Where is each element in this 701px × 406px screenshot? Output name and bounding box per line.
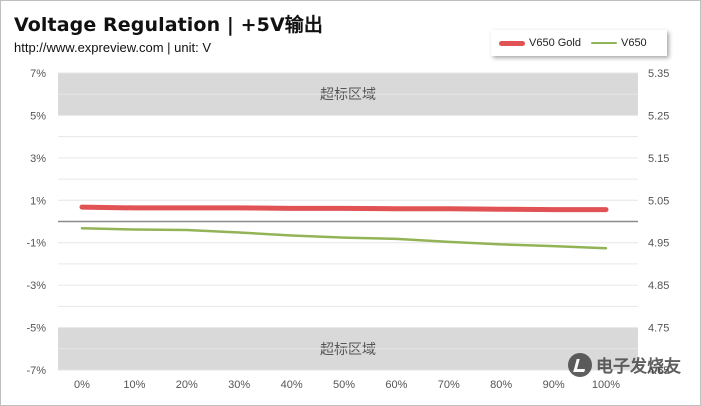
right-tick-label: 4.85 <box>648 280 669 292</box>
x-tick-label: 100% <box>592 379 620 391</box>
left-tick-label: 5% <box>30 110 46 122</box>
left-tick-label: -5% <box>26 323 46 335</box>
right-tick-label: 4.65 <box>648 365 669 377</box>
legend-label-1: V650 <box>620 37 647 49</box>
legend-swatch-1 <box>590 42 617 44</box>
legend-item-0: V650 Gold <box>499 37 581 49</box>
series-line-1 <box>80 227 608 250</box>
legend-item-1: V650 <box>590 37 647 49</box>
x-tick-label: 40% <box>281 379 303 391</box>
logo-icon <box>568 352 592 377</box>
left-tick-label: 1% <box>30 195 46 207</box>
right-tick-label: 5.35 <box>648 68 669 80</box>
left-tick-label: -7% <box>26 365 46 377</box>
x-tick-label: 10% <box>123 379 145 391</box>
left-tick-label: -1% <box>26 238 46 250</box>
x-tick-label: 90% <box>543 379 565 391</box>
x-tick-label: 60% <box>385 379 407 391</box>
right-tick-label: 4.75 <box>648 323 669 335</box>
x-tick-label: 80% <box>490 379 512 391</box>
watermark-text: 电子发烧友 <box>596 357 681 377</box>
x-tick-label: 20% <box>176 379 198 391</box>
x-tick-label: 0% <box>74 379 90 391</box>
legend: V650 Gold V650 <box>491 30 667 56</box>
left-tick-label: -3% <box>26 280 46 292</box>
out-of-spec-label-1: 超标区域 <box>320 342 376 358</box>
x-tick-label: 30% <box>228 379 250 391</box>
watermark: 电子发烧友 <box>568 352 681 377</box>
out-of-spec-label-0: 超标区域 <box>320 87 376 103</box>
right-tick-label: 5.25 <box>648 110 669 122</box>
chart-subtitle: http://www.expreview.com | unit: V <box>14 40 212 55</box>
chart-title: Voltage Regulation | +5V输出 <box>14 14 324 36</box>
legend-label-0: V650 Gold <box>529 37 581 49</box>
right-tick-label: 4.95 <box>648 238 669 250</box>
right-tick-label: 5.15 <box>648 153 669 165</box>
left-tick-label: 7% <box>30 68 46 80</box>
x-tick-label: 50% <box>333 379 355 391</box>
left-tick-label: 3% <box>30 153 46 165</box>
x-tick-label: 70% <box>438 379 460 391</box>
legend-swatch-0 <box>499 40 525 46</box>
right-tick-label: 5.05 <box>648 195 669 207</box>
